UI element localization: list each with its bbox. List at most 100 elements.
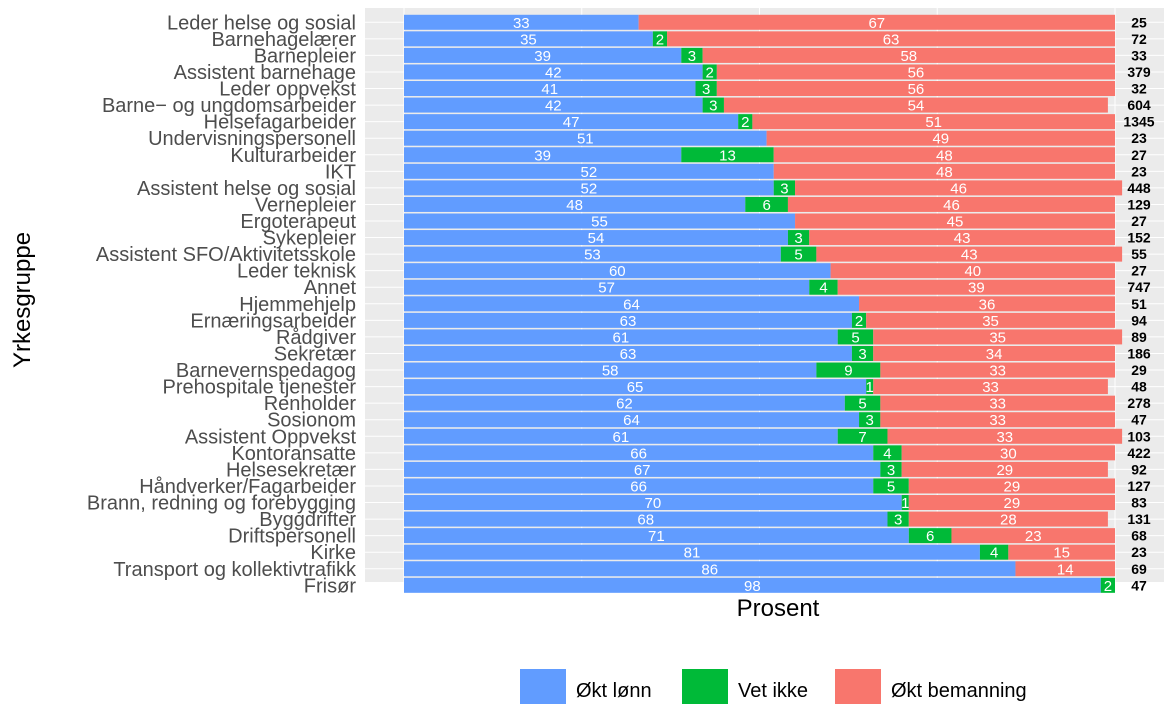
count-label: 29 xyxy=(1131,362,1147,378)
data-label: 63 xyxy=(883,31,900,48)
data-label: 3 xyxy=(709,98,717,115)
data-label: 42 xyxy=(545,64,562,81)
bar-segment xyxy=(979,544,1009,560)
bar-segment xyxy=(404,528,909,544)
count-label: 92 xyxy=(1131,461,1147,477)
category-label: Leder helse og sosial xyxy=(167,12,356,34)
category-label: Ernæringsarbeider xyxy=(190,310,356,332)
data-label: 43 xyxy=(954,230,971,247)
category-label: Leder teknisk xyxy=(237,261,357,283)
bar-segment xyxy=(716,64,1115,80)
bar-segment xyxy=(908,495,1115,511)
bar-segment xyxy=(773,147,1115,163)
bar-segment xyxy=(404,147,682,163)
bar-segment xyxy=(837,329,874,345)
bar-segment xyxy=(404,263,831,279)
category-label: Rådgiver xyxy=(276,327,356,349)
bar-segment xyxy=(404,230,788,246)
count-label: 278 xyxy=(1127,395,1151,411)
data-label: 33 xyxy=(996,429,1013,446)
data-label: 48 xyxy=(936,147,953,164)
data-label: 1 xyxy=(866,379,874,396)
category-label: Kulturarbeider xyxy=(230,145,356,167)
count-label: 51 xyxy=(1131,296,1147,312)
data-label: 2 xyxy=(1104,578,1112,595)
bar-segment xyxy=(873,329,1123,345)
bar-segment xyxy=(404,544,980,560)
data-label: 66 xyxy=(630,478,647,495)
data-label: 62 xyxy=(616,396,633,413)
data-label: 53 xyxy=(584,247,601,264)
data-label: 51 xyxy=(577,131,594,148)
count-label: 747 xyxy=(1127,279,1151,295)
bar-segment xyxy=(901,445,1115,461)
bar-segment xyxy=(837,428,888,444)
category-label: Kirke xyxy=(310,542,356,564)
bar-segment xyxy=(404,31,653,47)
category-label: Sekretær xyxy=(274,343,357,365)
count-label: 27 xyxy=(1131,147,1147,163)
legend-label: Økt lønn xyxy=(576,680,652,702)
data-label: 14 xyxy=(1057,561,1074,578)
count-label: 47 xyxy=(1131,412,1147,428)
data-label: 64 xyxy=(623,412,640,429)
category-label: Hjemmehjelp xyxy=(239,294,356,316)
data-label: 2 xyxy=(741,114,749,131)
bar-segment xyxy=(404,511,888,527)
bar-segment xyxy=(404,114,739,130)
bar-segment xyxy=(773,163,1115,179)
bar-segment xyxy=(404,379,867,395)
count-label: 72 xyxy=(1131,31,1147,47)
data-label: 7 xyxy=(858,429,866,446)
bar-segment xyxy=(851,312,867,328)
legend-label: Økt bemanning xyxy=(891,680,1027,702)
bar-segment xyxy=(859,296,1115,312)
bar-segment xyxy=(404,362,817,378)
category-label: Annet xyxy=(304,277,357,299)
bar-segment xyxy=(866,312,1115,328)
bar-segment xyxy=(873,445,902,461)
count-label: 48 xyxy=(1131,379,1147,395)
data-label: 5 xyxy=(858,396,866,413)
bar-segment xyxy=(738,114,753,130)
data-label: 33 xyxy=(989,412,1006,429)
category-label: Barnehagelærer xyxy=(211,29,356,51)
data-label: 48 xyxy=(566,197,583,214)
data-label: 4 xyxy=(883,445,891,462)
data-label: 65 xyxy=(627,379,644,396)
bar-segment xyxy=(702,97,724,113)
bar-segment xyxy=(795,213,1115,229)
data-label: 3 xyxy=(894,512,902,529)
bar-segment xyxy=(787,196,1115,212)
bar-segment xyxy=(723,97,1108,113)
count-label: 55 xyxy=(1131,246,1147,262)
bar-segment xyxy=(787,230,810,246)
count-labels: 2572333793260413452327234481292715255277… xyxy=(1123,14,1154,593)
bar-segment xyxy=(404,213,796,229)
bar-segment xyxy=(880,395,1115,411)
data-label: 29 xyxy=(1004,495,1021,512)
bar-segment xyxy=(404,97,703,113)
bar-segment xyxy=(851,345,874,361)
data-label: 9 xyxy=(844,363,852,380)
count-label: 131 xyxy=(1127,511,1151,527)
count-label: 103 xyxy=(1127,428,1151,444)
bar-segment xyxy=(866,379,874,395)
bar-segment xyxy=(404,130,767,146)
data-label: 56 xyxy=(908,81,925,98)
count-label: 186 xyxy=(1127,345,1151,361)
data-label: 52 xyxy=(581,164,598,181)
bar-segment xyxy=(1008,544,1115,560)
bar-segment xyxy=(652,31,668,47)
data-label: 60 xyxy=(609,263,626,280)
legend-label: Vet ikke xyxy=(738,680,808,702)
count-label: 422 xyxy=(1127,445,1151,461)
category-label: Barne− og ungdomsarbeider xyxy=(102,95,356,117)
category-label: Byggdrifter xyxy=(259,509,356,531)
data-label: 67 xyxy=(868,15,885,32)
count-label: 23 xyxy=(1131,544,1147,560)
count-label: 1345 xyxy=(1123,114,1154,130)
bar-segment xyxy=(859,412,881,428)
category-label: Assistent Oppvekst xyxy=(185,426,357,448)
